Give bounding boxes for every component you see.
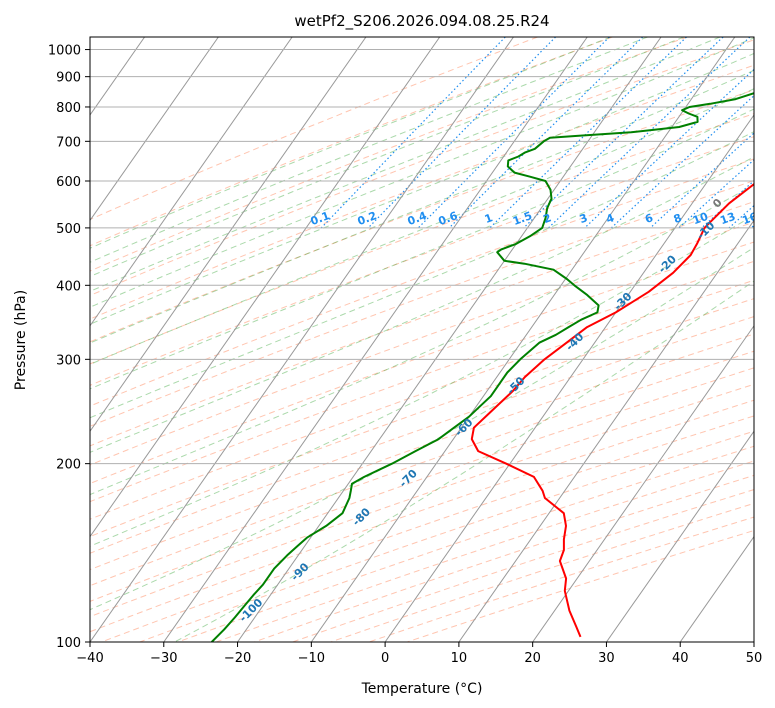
y-tick-label: 300: [56, 353, 81, 368]
dry-adiabat: [90, 316, 754, 554]
isotherm-line: [310, 37, 736, 642]
y-tick-label: 400: [56, 279, 81, 294]
dry-adiabat: [90, 241, 754, 485]
mixing-ratio-label: 2: [541, 211, 553, 226]
moist-adiabat: [90, 156, 754, 453]
moist-adiabat: [90, 37, 754, 308]
isotherm-line: [606, 430, 754, 642]
isotherm-line: [90, 37, 367, 433]
dry-adiabat: [216, 460, 754, 642]
moist-adiabat: [90, 88, 754, 365]
isotherm-line: [458, 219, 754, 642]
moist-adiabat: [90, 37, 721, 292]
dry-adiabat: [90, 37, 538, 221]
dry-adiabat: [139, 430, 754, 642]
dry-adiabat: [90, 113, 754, 365]
y-tick-label: 100: [56, 636, 81, 651]
mixing-ratio-line: [320, 37, 506, 229]
isotherm-line: [90, 37, 219, 222]
dry-adiabat: [90, 37, 688, 272]
moist-adiabat: [90, 37, 685, 278]
dry-adiabat: [90, 89, 754, 343]
y-tick-label: 800: [56, 101, 81, 116]
mixing-ratio-label: 0.2: [356, 209, 379, 228]
y-tick-label: 500: [56, 222, 81, 237]
x-tick-label: 0: [381, 651, 389, 666]
mixing-ratio-label: 13: [718, 210, 737, 227]
x-tick-label: 10: [451, 651, 468, 666]
isotherm-line: [90, 37, 514, 642]
mixing-ratio-label: 4: [604, 211, 616, 226]
dry-adiabat: [90, 279, 754, 520]
dry-adiabat: [90, 201, 754, 447]
x-tick-label: −10: [298, 651, 325, 666]
isotherm-line: [163, 37, 588, 642]
mixing-ratio-line: [678, 158, 754, 229]
dry-adiabat: [90, 158, 754, 407]
dry-adiabat: [101, 415, 754, 642]
x-tick-label: 40: [672, 651, 689, 666]
mixing-ratio-label: 0.1: [309, 209, 332, 228]
isotherm-line: [679, 535, 754, 642]
isotherm-line: [90, 37, 293, 327]
dry-adiabat: [292, 489, 754, 642]
mixing-ratio-line: [584, 68, 754, 229]
moist-adiabat: [90, 131, 754, 419]
isotherm-line: [90, 37, 441, 538]
y-tick-label: 900: [56, 71, 81, 86]
mixing-ratio-line: [417, 37, 610, 229]
mixing-ratio-line: [367, 37, 557, 229]
dewpoint-profile: [210, 92, 754, 642]
mixing-ratio-label: 1: [483, 211, 495, 226]
dry-adiabat: [90, 37, 613, 247]
dry-adiabat: [177, 445, 754, 642]
mixing-ratio-label: 8: [672, 211, 684, 226]
mixing-ratio-label: 0.6: [437, 209, 460, 228]
mixing-ratio-label: 16: [741, 210, 760, 228]
moist-adiabat: [90, 37, 648, 263]
dry-adiabat: [90, 136, 754, 386]
dry-adiabat: [90, 298, 754, 538]
dry-adiabat: [90, 221, 754, 466]
y-tick-label: 600: [56, 175, 81, 190]
temperature-profile: [470, 182, 754, 638]
mixing-ratio-label: 0.4: [406, 209, 429, 228]
isotherm-line: [384, 114, 754, 642]
plot-frame: [89, 36, 755, 643]
mixing-ratio-label: 1.5: [511, 209, 534, 228]
x-tick-label: 20: [524, 651, 541, 666]
moist-adiabat: [90, 69, 754, 344]
mixing-ratio-label: 3: [578, 211, 590, 226]
mixing-ratio-line: [489, 37, 687, 229]
y-tick-label: 1000: [48, 44, 81, 59]
moist-adiabat: [90, 108, 754, 390]
mixing-ratio-label: 6: [643, 211, 655, 226]
axes: −40 −30 −20 −10 0 10 20 30 40 5010020030040050060…: [48, 44, 762, 666]
x-tick-label: 30: [598, 651, 615, 666]
moist-adiabat: [90, 246, 754, 611]
moist-adiabat: [90, 184, 754, 496]
mixing-ratio-label: 10: [691, 210, 710, 228]
y-tick-label: 700: [56, 135, 81, 150]
y-axis-label: Pressure (hPa): [13, 290, 29, 390]
moist-adiabat: [174, 280, 754, 642]
y-tick-label: 200: [56, 458, 81, 473]
isotherm-line: [532, 324, 754, 642]
isotherm-line: [237, 37, 662, 642]
x-tick-label: −40: [76, 651, 103, 666]
x-tick-label: −30: [150, 651, 177, 666]
x-tick-label: −20: [224, 651, 251, 666]
dry-adiabat: [90, 180, 754, 427]
dry-adiabat: [90, 260, 754, 503]
chart-title: wetPf2_S206.2026.094.08.25.R24: [294, 12, 549, 31]
dry-adiabat: [254, 474, 754, 642]
x-tick-label: 50: [746, 651, 763, 666]
x-axis-label: Temperature (°C): [361, 681, 483, 697]
